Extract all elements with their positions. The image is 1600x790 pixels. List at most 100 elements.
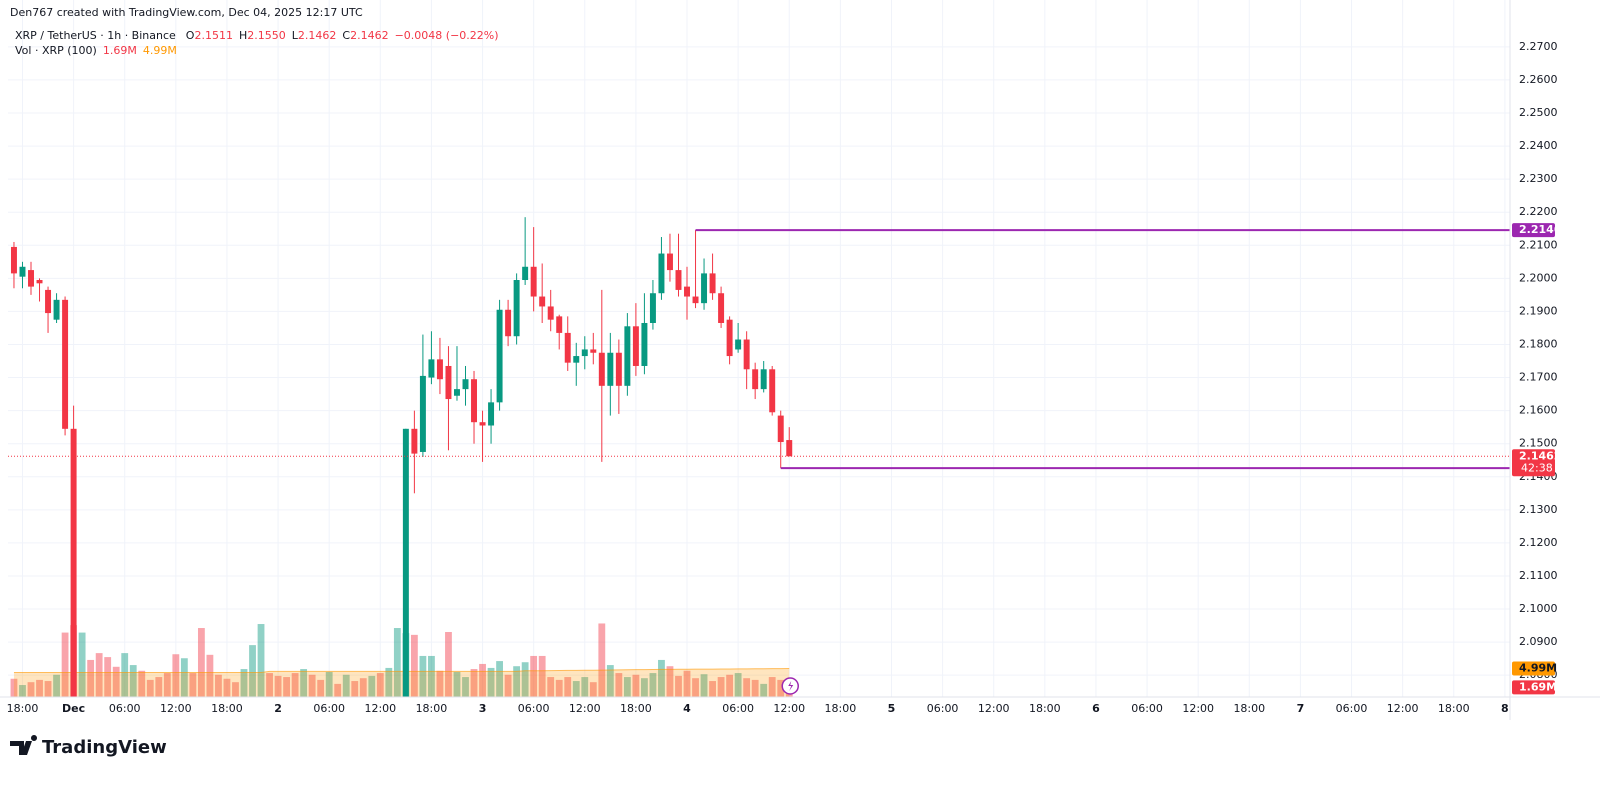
- x-tick-label: 12:00: [1182, 702, 1214, 715]
- candle-body: [445, 365, 452, 400]
- ohlc-value: 2.1462: [298, 29, 337, 42]
- y-tick-label: 2.1800: [1519, 337, 1558, 350]
- candle-body: [752, 369, 759, 390]
- ohlc-key: C: [342, 29, 350, 42]
- volume-bar: [393, 628, 401, 697]
- volume-bar: [291, 673, 299, 697]
- volume-bar: [641, 678, 648, 697]
- candle-body: [53, 299, 60, 320]
- y-tick-label: 2.0900: [1519, 635, 1558, 648]
- volume-tag-label: 1.69M: [1519, 680, 1557, 693]
- volume-bar: [615, 673, 623, 697]
- volume-bar: [530, 655, 538, 697]
- countdown: 42:38: [1521, 461, 1553, 474]
- candle-body: [411, 428, 418, 454]
- volume-pane: [10, 623, 793, 697]
- volume-bar: [768, 677, 776, 697]
- candle-body: [564, 332, 571, 363]
- volume-bar: [53, 674, 60, 697]
- x-tick-label: 18:00: [416, 702, 448, 715]
- last-price-tag: [1512, 449, 1555, 477]
- replay-icon: [788, 681, 794, 691]
- x-tick-label: 06:00: [722, 702, 754, 715]
- candle-body: [598, 352, 605, 386]
- y-tick-label: 2.1300: [1519, 503, 1558, 516]
- candle-body: [786, 440, 793, 457]
- volume-bar: [342, 674, 350, 697]
- x-tick-label: 06:00: [313, 702, 345, 715]
- candle-body: [684, 286, 690, 297]
- candle-body: [513, 280, 520, 337]
- volume-bar: [521, 662, 529, 697]
- candle-body: [419, 375, 426, 452]
- ohlc-value: 2.1550: [247, 29, 286, 42]
- volume-bar: [206, 654, 214, 697]
- price-pane: [8, 217, 1510, 697]
- x-tick-label: 06:00: [1336, 702, 1368, 715]
- volume-bar: [709, 681, 716, 697]
- volume-bar: [249, 645, 256, 697]
- volume-bar: [283, 677, 290, 697]
- level-tag: [1512, 223, 1555, 238]
- candle-body: [36, 280, 43, 284]
- axes: 2.08002.09002.10002.11002.12002.13002.14…: [7, 40, 1562, 715]
- candle-body: [709, 273, 716, 294]
- x-tick-label: 4: [683, 702, 691, 715]
- volume-bar: [317, 679, 325, 697]
- volume-bar: [334, 683, 342, 697]
- candle-body: [718, 293, 725, 323]
- x-tick-label: 2: [274, 702, 282, 715]
- volume-bar: [36, 679, 43, 697]
- x-tick-label: 06:00: [518, 702, 550, 715]
- volume-bar: [138, 670, 146, 697]
- candle-body: [10, 246, 17, 274]
- price-change: −0.0048 (−0.22%): [395, 29, 499, 42]
- candle-body: [692, 296, 699, 304]
- legend: XRP / TetherUS · 1h · Binance O2.1511 H2.1…: [15, 29, 499, 57]
- x-tick-label: 7: [1297, 702, 1305, 715]
- x-tick-label: 18:00: [1029, 702, 1061, 715]
- x-tick-label: 12:00: [160, 702, 192, 715]
- candle-body: [479, 422, 486, 426]
- volume-bar: [368, 675, 376, 697]
- candle-body: [522, 266, 529, 281]
- volume-bar: [121, 653, 129, 697]
- volume-bar: [598, 623, 606, 697]
- ohlc-key: L: [292, 29, 299, 42]
- volume-bar: [555, 679, 563, 697]
- brand-name: TradingView: [42, 737, 167, 758]
- x-tick-label: 18:00: [620, 702, 652, 715]
- volume-bar: [428, 655, 435, 697]
- candle-body: [777, 415, 784, 443]
- y-tick-label: 2.2500: [1519, 106, 1558, 119]
- volume-bar: [61, 632, 69, 697]
- x-tick-label: 18:00: [7, 702, 39, 715]
- volume-name: Vol · XRP (100): [15, 44, 97, 57]
- volume-bar: [78, 632, 86, 697]
- volume-bar: [385, 667, 393, 697]
- logo-icon: [10, 734, 38, 755]
- volume-bar: [623, 677, 631, 697]
- y-tick-label: 2.2700: [1519, 40, 1558, 53]
- y-tick-label: 2.2100: [1519, 238, 1558, 251]
- volume-bar: [274, 675, 282, 697]
- volume-tag: [1512, 680, 1555, 695]
- y-tick-label: 2.1700: [1519, 371, 1558, 384]
- candle-body: [632, 326, 639, 366]
- volume-bar: [104, 657, 112, 697]
- candle-body: [505, 309, 512, 337]
- volume-bar: [351, 681, 359, 697]
- candle-body: [488, 402, 495, 426]
- volume-bar: [197, 628, 205, 697]
- x-tick-label: 12:00: [569, 702, 601, 715]
- y-tick-label: 2.1200: [1519, 536, 1558, 549]
- y-tick-label: 2.2200: [1519, 205, 1558, 218]
- volume-bar: [19, 685, 26, 697]
- x-tick-label: 06:00: [109, 702, 141, 715]
- candle-body: [462, 379, 469, 390]
- candle-body: [641, 322, 648, 366]
- ohlc-key: O: [186, 29, 195, 42]
- volume-bar: [760, 683, 768, 697]
- candle-body: [607, 352, 614, 386]
